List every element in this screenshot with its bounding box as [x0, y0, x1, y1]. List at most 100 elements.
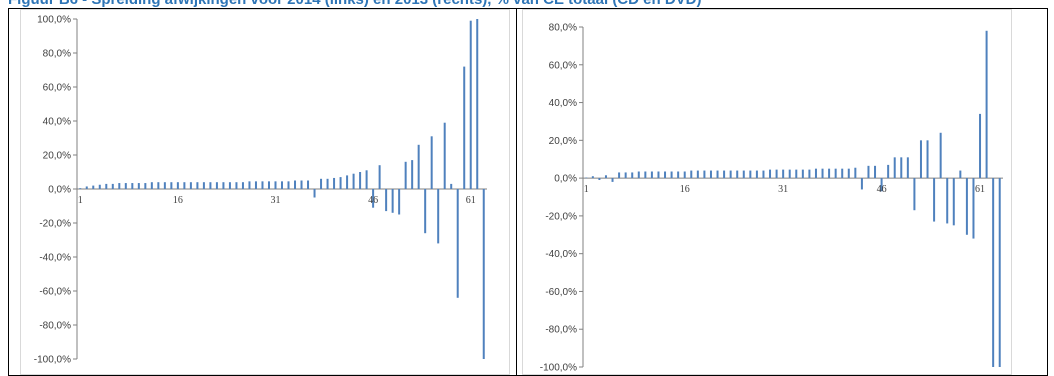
bar: [782, 169, 785, 179]
bar: [762, 170, 765, 179]
bar: [202, 182, 205, 189]
bar: [372, 189, 375, 208]
bar: [144, 183, 147, 189]
x-tick-label: 61: [975, 184, 985, 195]
bar: [644, 171, 647, 179]
bar: [893, 157, 896, 179]
bar: [624, 172, 627, 179]
bar: [215, 182, 218, 189]
bar: [365, 170, 368, 189]
bar: [854, 167, 857, 179]
bar: [235, 182, 238, 189]
bar: [313, 189, 316, 198]
bar: [157, 182, 160, 189]
bar: [92, 185, 95, 189]
bar: [411, 160, 414, 189]
bar: [880, 178, 883, 192]
y-tick-label: 0,0%: [48, 185, 71, 196]
bar: [333, 177, 336, 189]
bar: [716, 170, 719, 179]
bar: [222, 182, 225, 189]
bar: [326, 178, 329, 189]
bar: [919, 140, 922, 179]
x-tick-label: 1: [78, 195, 83, 206]
x-tick-label: 16: [173, 195, 183, 206]
bar: [385, 189, 388, 212]
y-tick-label: -100,0%: [540, 363, 577, 374]
bar: [604, 175, 607, 179]
y-tick-label: 20,0%: [549, 136, 577, 147]
bar: [137, 183, 140, 189]
y-tick-label: -60,0%: [545, 287, 577, 298]
x-tick-label: 46: [877, 184, 887, 195]
bar: [352, 173, 355, 189]
bar: [228, 182, 231, 189]
y-tick-label: -40,0%: [39, 253, 71, 264]
bar: [801, 169, 804, 179]
x-tick-label: 31: [270, 195, 280, 206]
bar: [723, 170, 726, 179]
bar: [900, 157, 903, 179]
bar: [690, 170, 693, 179]
bar: [795, 169, 798, 179]
bar: [307, 180, 310, 189]
y-tick-label: -80,0%: [545, 325, 577, 336]
y-tick-label: 100,0%: [37, 15, 71, 26]
bar: [476, 19, 479, 189]
bar: [248, 181, 251, 189]
bar: [670, 171, 673, 179]
bar: [450, 183, 453, 189]
chart-2013: 80,0% 60,0% 40,0% 20,0% 0,0% -20,0% -40,0% -60,…: [522, 9, 1012, 375]
bar: [906, 157, 909, 179]
bar: [769, 169, 772, 179]
y-tick-label: 40,0%: [549, 98, 577, 109]
bar: [985, 30, 988, 179]
chart-2014: 100,0% 80,0% 60,0% 40,0% 20,0% 0,0% -20,0% -40,…: [20, 9, 510, 375]
bar: [591, 176, 594, 179]
bar: [709, 170, 712, 179]
bar: [887, 164, 890, 179]
bar: [300, 180, 303, 189]
bar: [469, 20, 472, 190]
bar: [631, 172, 634, 179]
bar: [424, 189, 427, 234]
bar: [867, 165, 870, 179]
bar: [189, 182, 192, 189]
bar: [965, 178, 968, 235]
bar: [170, 182, 173, 189]
bar: [874, 165, 877, 179]
y-tick-label: 60,0%: [43, 83, 71, 94]
bar: [85, 186, 88, 189]
y-tick-label: -20,0%: [545, 211, 577, 222]
bar: [736, 170, 739, 179]
bar: [683, 171, 686, 179]
x-tick-label: 16: [680, 184, 690, 195]
bar: [598, 178, 601, 180]
bar: [696, 170, 699, 179]
bar: [209, 182, 212, 189]
bar: [808, 169, 811, 179]
bar: [742, 170, 745, 179]
x-tick-label: 61: [466, 195, 476, 206]
bar: [979, 113, 982, 179]
y-tick-label: -60,0%: [39, 287, 71, 298]
bar: [618, 172, 621, 179]
chart-2013-svg: 80,0% 60,0% 40,0% 20,0% 0,0% -20,0% -40,0% -60,…: [540, 23, 1003, 374]
bar: [946, 178, 949, 224]
bar: [443, 122, 446, 189]
y-tick-label: -20,0%: [39, 219, 71, 230]
bar: [98, 184, 101, 189]
bar: [320, 178, 323, 189]
bar: [339, 177, 342, 189]
bar: [952, 178, 955, 226]
bar: [281, 181, 283, 189]
bar: [131, 183, 134, 189]
bar: [398, 189, 401, 215]
bar: [456, 189, 459, 298]
bar: [828, 168, 831, 179]
y-tick-label: 20,0%: [43, 151, 71, 162]
y-tick-label: 80,0%: [549, 23, 577, 34]
bar: [482, 189, 485, 359]
bar: [378, 165, 381, 189]
figure-title: Figuur B6 - Spreiding afwijkingen voor 2…: [8, 0, 1048, 8]
